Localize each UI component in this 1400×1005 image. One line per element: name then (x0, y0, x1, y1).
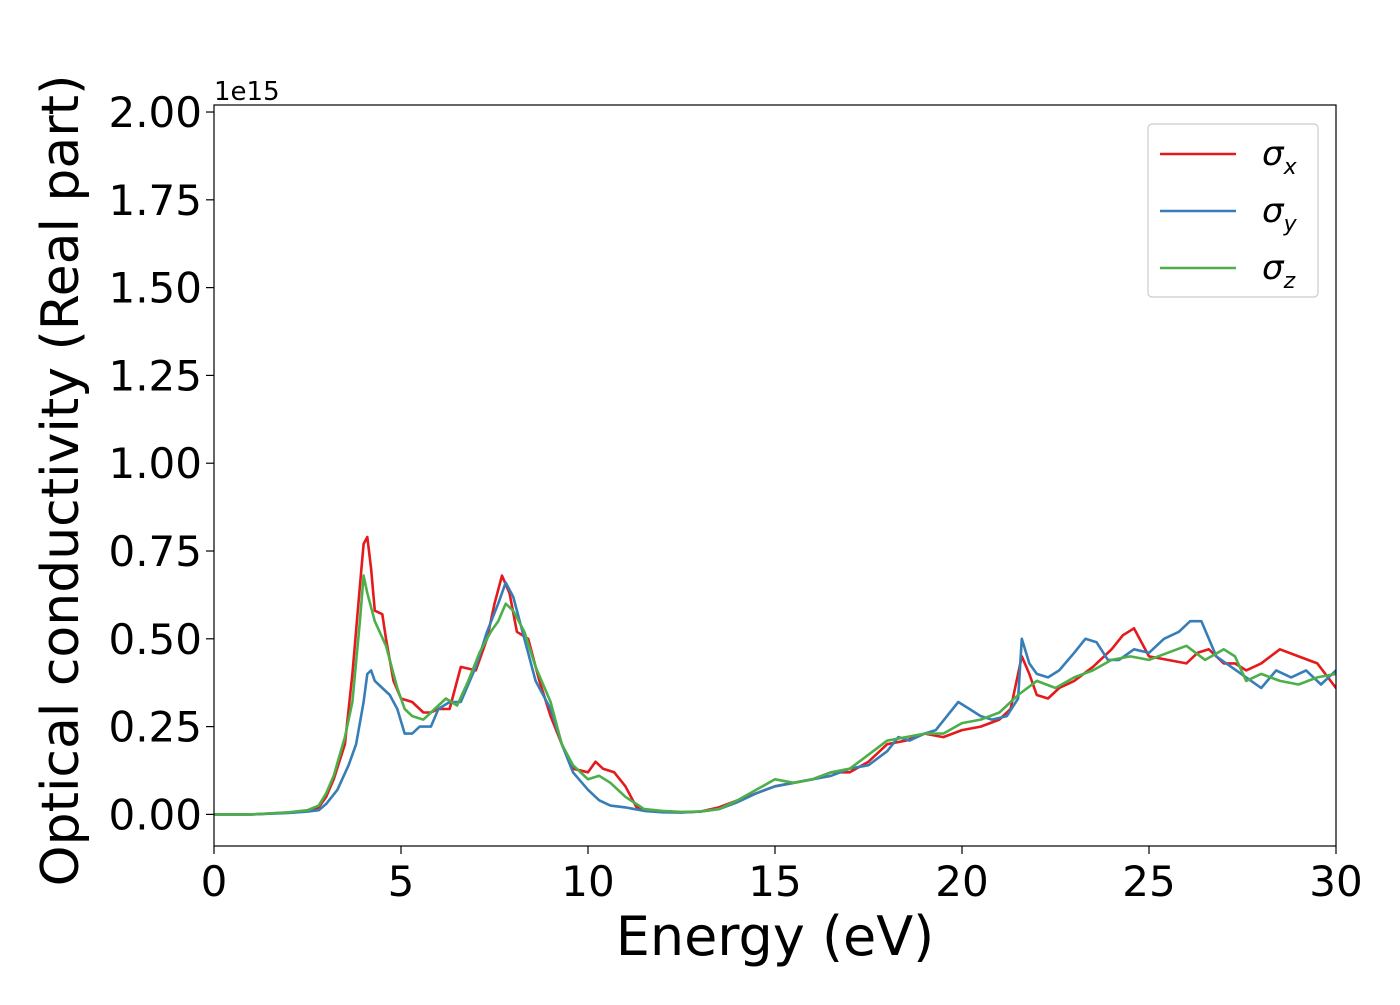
legend-subscript: x (1283, 155, 1298, 180)
x-tick-label: 25 (1122, 857, 1175, 906)
series-line-y (214, 581, 1336, 816)
x-axis-title: Energy (eV) (616, 905, 935, 968)
x-tick-label: 5 (388, 857, 415, 906)
x-tick-label: 20 (935, 857, 988, 906)
y-tick-label: 2.00 (108, 88, 202, 137)
series-layer (214, 535, 1336, 816)
y-offset-label: 1e15 (214, 77, 280, 107)
series-line-z (214, 574, 1336, 816)
series-line-x (214, 535, 1336, 816)
y-axis-title: Optical conductivity (Real part) (31, 75, 91, 887)
y-tick-label: 0.00 (108, 790, 202, 839)
x-tick-label: 15 (748, 857, 801, 906)
y-tick-label: 1.00 (108, 439, 202, 488)
y-tick-label: 1.50 (108, 264, 202, 313)
legend-subscript: y (1283, 212, 1298, 237)
y-tick-label: 1.25 (108, 351, 202, 400)
legend-label-z: σz (1262, 248, 1296, 294)
x-tick-label: 0 (201, 857, 228, 906)
y-tick-label: 1.75 (108, 176, 202, 225)
x-tick-label: 10 (561, 857, 614, 906)
x-tick-label: 30 (1309, 857, 1362, 906)
y-tick-label: 0.25 (108, 703, 202, 752)
y-tick-label: 0.50 (108, 615, 202, 664)
y-axis: 0.00 0.25 0.50 0.75 1.00 1.25 1.50 1.75 2.00 (108, 88, 214, 839)
legend-subscript: z (1283, 269, 1296, 294)
x-axis: 0 5 10 15 20 25 30 (201, 846, 1363, 906)
y-tick-label: 0.75 (108, 527, 202, 576)
